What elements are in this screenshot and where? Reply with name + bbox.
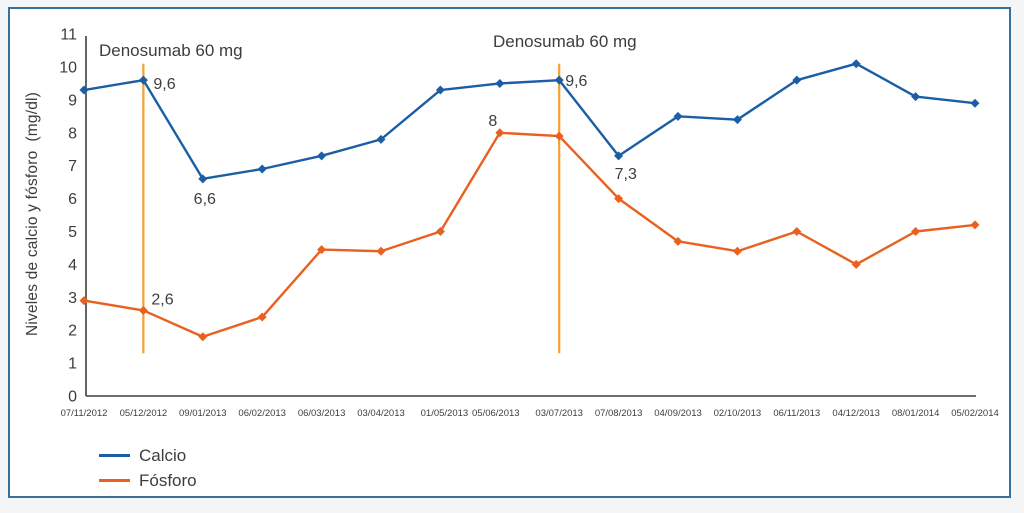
x-tick-label: 01/05/2013 [421,408,469,419]
legend-item-calcio: Calcio [99,443,197,468]
legend-label-calcio: Calcio [139,445,187,465]
x-tick-label: 05/02/2014 [951,408,999,419]
fosforo-marker [317,245,327,255]
event-label: Denosumab 60 mg [493,32,637,51]
calcio-marker [614,151,624,161]
calcio-marker [792,75,802,85]
x-tick-label: 02/10/2013 [714,408,762,419]
calcio-marker [911,92,921,102]
y-tick-label: 3 [68,290,77,307]
fosforo-marker [851,259,861,269]
data-label: 9,6 [565,73,587,90]
y-tick-label: 10 [59,60,77,77]
calcio-marker [970,98,980,108]
line-chart: Denosumab 60 mg Denosumab 60 mg 0 1 2 3 4 5 6 7 8 9… [59,27,999,419]
data-label: 7,3 [615,166,637,183]
data-label: 8 [488,113,497,130]
x-tick-label: 05/12/2012 [120,408,168,419]
y-tick-label: 4 [68,257,77,274]
x-tick-label: 03/04/2013 [357,408,405,419]
fosforo-marker [614,194,624,204]
x-tick-label: 05/06/2013 [472,408,520,419]
x-tick-label: 08/01/2014 [892,408,940,419]
legend-label-fosforo: Fósforo [139,470,197,490]
fosforo-marker [198,332,208,342]
fosforo-marker [376,246,386,256]
calcio-marker [198,174,208,184]
y-tick-label: 9 [68,92,77,109]
y-tick-label: 8 [68,125,77,142]
y-tick-label: 11 [60,27,77,44]
fosforo-line-swatch [99,479,130,482]
fosforo-marker [79,296,89,306]
y-tick-label: 2 [68,323,77,340]
calcio-line [83,62,976,181]
data-label: 2,6 [151,291,173,308]
y-tick-label: 1 [68,356,77,373]
calcio-marker [554,75,564,85]
fosforo-marker [435,227,445,236]
x-tick-label: 09/01/2013 [179,408,227,419]
calcio-marker [257,164,267,174]
y-tick-label: 7 [68,158,77,175]
calcio-marker [673,111,683,121]
calcio-marker [435,85,445,95]
legend: Calcio Fósforo [99,443,197,493]
x-tick-label: 04/09/2013 [654,408,702,419]
x-tick-label: 07/11/2012 [61,408,108,419]
x-tick-label: 04/12/2013 [832,408,880,419]
calcio-marker [851,59,861,69]
fosforo-marker [554,131,564,141]
fosforo-marker [673,236,683,246]
calcio-marker [138,75,148,85]
y-tick-label: 6 [68,191,77,208]
legend-item-fosforo: Fósforo [99,468,197,493]
calcio-marker [376,134,386,144]
fosforo-marker [732,246,742,256]
x-tick-label: 07/08/2013 [595,408,643,419]
y-tick-label: 5 [68,224,77,241]
x-tick-label: 06/11/2013 [773,408,820,419]
fosforo-marker [970,220,980,230]
fosforo-marker [495,128,505,138]
calcio-line-swatch [99,454,130,457]
calcio-marker [317,151,327,161]
event-label: Denosumab 60 mg [99,41,243,60]
calcio-marker [495,78,505,88]
data-label: 9,6 [153,76,175,93]
x-tick-label: 06/02/2013 [238,408,286,419]
x-tick-label: 03/07/2013 [535,408,583,419]
calcio-marker [79,85,89,95]
fosforo-marker [257,312,267,322]
fosforo-marker [911,227,921,236]
fosforo-line [83,131,976,338]
y-tick-label: 0 [68,389,77,406]
data-label: 6,6 [194,191,216,208]
fosforo-marker [138,305,148,315]
fosforo-marker [792,227,802,236]
x-tick-label: 06/03/2013 [298,408,346,419]
chart-figure: Niveles de calcio y fósforo (mg/dl) Deno… [8,7,1011,498]
calcio-marker [732,115,742,125]
